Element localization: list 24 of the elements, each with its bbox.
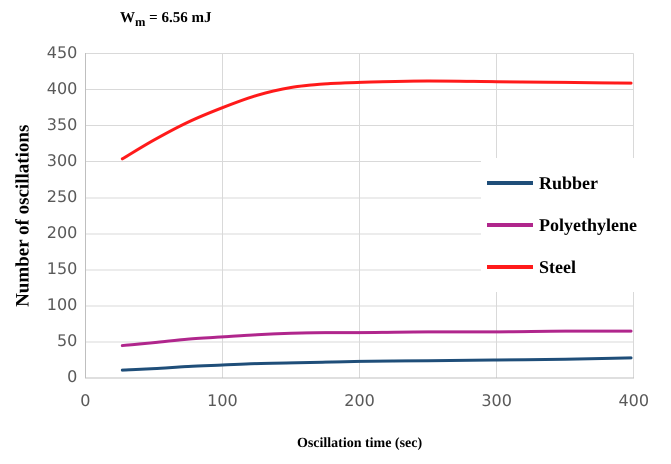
line-series [120, 330, 632, 348]
y-tick-label: 150 [46, 259, 78, 278]
y-tick-label: 100 [46, 295, 78, 314]
y-tick-label: 250 [46, 186, 78, 206]
y-tick-label: 400 [46, 78, 78, 98]
x-tick-label: 200 [344, 390, 375, 410]
y-axis-title: Number of oscillations [12, 124, 34, 307]
legend-label: Polyethylene [539, 214, 637, 236]
line-series [120, 79, 632, 160]
x-tick-label: 400 [618, 390, 650, 410]
line-series [120, 356, 632, 372]
y-tick-label: 0 [67, 367, 78, 386]
chart-title: W$_{m}$ = 6.56 mJ [120, 10, 212, 30]
x-axis-title: Oscillation time (sec) [296, 436, 422, 452]
y-tick-label: 200 [46, 222, 78, 242]
y-tick-label: 50 [56, 331, 78, 350]
x-tick-label: 0 [80, 390, 90, 410]
legend-label: Steel [539, 256, 576, 278]
y-tick-label: 300 [46, 150, 78, 170]
x-tick-label: 100 [207, 390, 238, 410]
y-tick-label: 450 [46, 42, 78, 62]
y-tick-label: 350 [46, 114, 78, 134]
x-tick-label: 300 [481, 390, 512, 410]
legend-label: Rubber [539, 172, 598, 194]
